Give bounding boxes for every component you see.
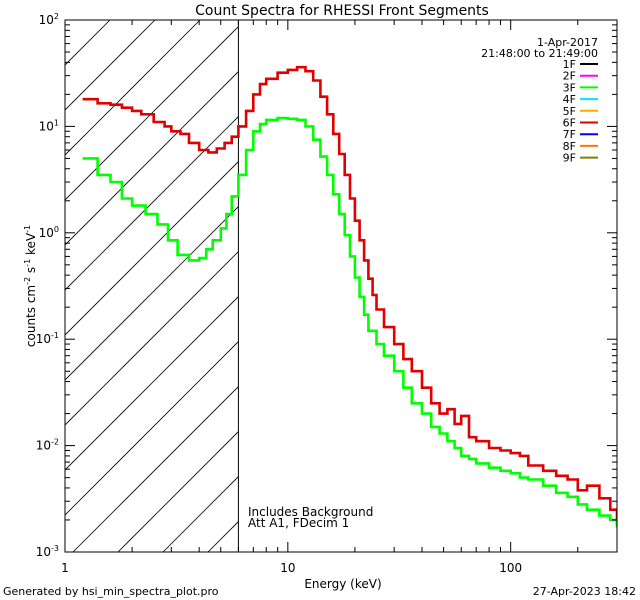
y-label-exp3: -1 (23, 225, 32, 233)
y-label-mid: s (24, 267, 38, 277)
legend-label-5f: 5F (563, 105, 576, 118)
y-label-mid2: keV (24, 232, 38, 259)
hatch-line (117, 431, 239, 552)
y-tick-label: 10-2 (36, 438, 59, 453)
x-tick-label: 100 (499, 561, 522, 575)
series-6f-line (82, 65, 617, 525)
y-label-exp1: -2 (23, 277, 32, 285)
legend-time-range: 21:48:00 to 21:49:00 (481, 47, 598, 60)
legend-label-8f: 8F (563, 140, 576, 153)
hatch-line (72, 386, 239, 552)
hatch-line (65, 251, 239, 426)
annotation-attenuator: Att A1, FDecim 1 (248, 516, 349, 530)
y-tick-label: 101 (39, 118, 59, 133)
y-axis-label: counts cm-2 s-1 keV-1 (23, 225, 38, 347)
x-tick-label: 10 (280, 561, 295, 575)
y-tick-label: 10-1 (36, 331, 59, 346)
hatch-line (65, 71, 239, 246)
y-tick-label: 10-3 (36, 544, 59, 559)
hatch-line (65, 206, 239, 381)
hatch-line (65, 161, 239, 336)
y-label-exp2: -1 (23, 259, 32, 267)
footer-timestamp: 27-Apr-2023 18:42 (533, 585, 636, 598)
legend-label-6f: 6F (563, 117, 576, 130)
legend-label-4f: 4F (563, 93, 576, 106)
hatched-region (65, 20, 239, 552)
legend-date: 1-Apr-2017 (537, 36, 598, 49)
legend-label-7f: 7F (563, 128, 576, 141)
hatch-line (65, 341, 239, 516)
footer-generated-by: Generated by hsi_min_spectra_plot.pro (3, 585, 219, 598)
y-tick-label: 102 (39, 12, 59, 27)
series-3f-line (82, 116, 617, 528)
legend-label-2f: 2F (563, 70, 576, 83)
legend-label-9f: 9F (563, 152, 576, 165)
hatch-line (65, 20, 201, 156)
annotation-background: Includes Background (248, 505, 373, 519)
hatch-line (65, 26, 239, 201)
hatch-line (65, 116, 239, 291)
x-tick-label: 1 (61, 561, 69, 575)
legend-label-1f: 1F (563, 58, 576, 71)
x-axis-label: Energy (keV) (304, 577, 381, 591)
y-tick-label: 100 (39, 225, 59, 240)
legend-label-3f: 3F (563, 81, 576, 94)
y-label-base: counts cm (24, 285, 38, 347)
hatch-line (65, 296, 239, 471)
plot-frame (64, 19, 618, 553)
chart-title: Count Spectra for RHESSI Front Segments (195, 3, 489, 19)
hatch-line (65, 20, 156, 111)
legend: 1-Apr-2017 21:48:00 to 21:49:00 1F2F3F4F… (481, 36, 598, 165)
